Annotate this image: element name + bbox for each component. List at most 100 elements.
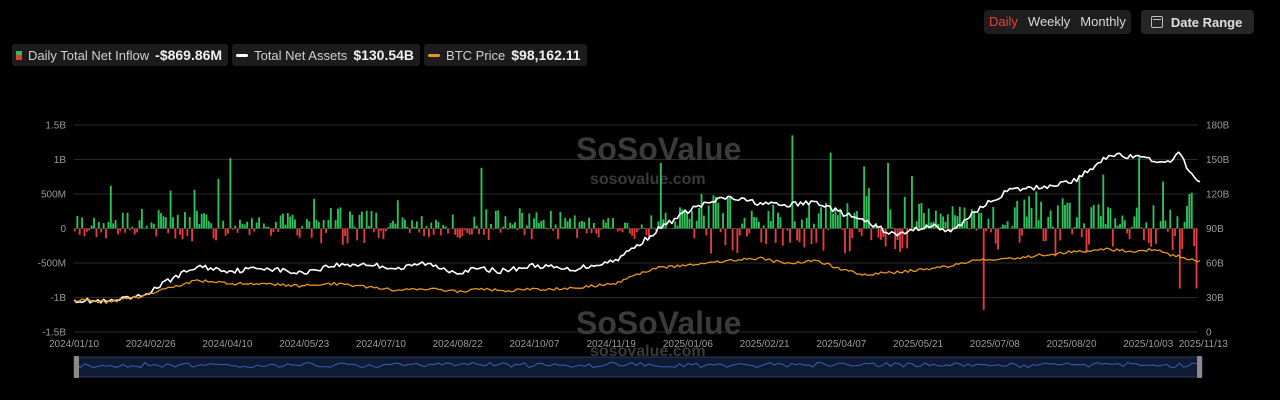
- inflow-bar: [879, 228, 882, 240]
- x-tick-label: 2024/01/10: [49, 339, 99, 350]
- x-tick-label: 2025/07/08: [970, 339, 1020, 350]
- inflow-bar: [339, 207, 342, 229]
- inflow-bar: [870, 228, 873, 241]
- inflow-bar: [573, 215, 576, 229]
- inflow-bar: [851, 228, 854, 239]
- inflow-bar: [1021, 228, 1023, 236]
- inflow-bar: [353, 226, 356, 229]
- inflow-bar: [1181, 228, 1184, 249]
- inflow-bar: [282, 213, 284, 229]
- period-daily-button[interactable]: Daily: [989, 14, 1018, 29]
- inflow-bar: [380, 228, 382, 232]
- inflow-bar: [1099, 216, 1102, 229]
- inflow-bar: [989, 228, 992, 233]
- legend-btc-price[interactable]: BTC Price $98,162.11: [424, 44, 587, 66]
- inflow-bar: [676, 225, 679, 229]
- inflow-bar: [822, 228, 825, 251]
- inflow-bar: [480, 167, 483, 229]
- inflow-bar: [1087, 228, 1090, 245]
- inflow-bar: [710, 228, 713, 254]
- x-tick-label: 2025/05/21: [893, 339, 943, 350]
- inflow-bar: [258, 217, 261, 229]
- inflow-bar: [757, 221, 760, 229]
- legend-daily-inflow[interactable]: Daily Total Net Inflow -$869.86M: [12, 44, 229, 66]
- inflow-bar: [387, 227, 390, 229]
- inflow-bar: [444, 226, 447, 229]
- inflow-bar: [671, 227, 674, 229]
- watermark-url: sosovalue.com: [590, 343, 706, 360]
- inflow-bar: [482, 228, 485, 235]
- inflow-bar: [592, 223, 595, 229]
- inflow-bar: [569, 218, 571, 229]
- inflow-bar: [619, 228, 622, 231]
- inflow-bar: [913, 227, 916, 229]
- inflow-bar: [590, 228, 593, 234]
- inflow-bar: [504, 216, 507, 229]
- inflow-bar: [638, 228, 641, 230]
- inflow-bar: [1025, 216, 1028, 229]
- inflow-bar: [102, 223, 105, 229]
- inflow-bar: [1135, 207, 1138, 229]
- inflow-bar: [1001, 224, 1004, 229]
- inflow-bar: [760, 228, 763, 243]
- inflow-bar: [95, 228, 98, 238]
- inflow-bar: [274, 221, 277, 229]
- inflow-bar: [184, 212, 186, 229]
- inflow-bar: [865, 196, 868, 229]
- inflow-bar: [227, 228, 229, 234]
- inflow-bar: [74, 228, 76, 232]
- inflow-bar: [152, 223, 155, 229]
- inflow-bar: [179, 228, 182, 235]
- inflow-bar: [803, 228, 806, 248]
- inflow-bar: [810, 228, 813, 245]
- inflow-bar: [530, 228, 533, 239]
- inflow-bar: [1073, 226, 1076, 229]
- inflow-bar: [753, 217, 756, 229]
- inflow-bar: [939, 213, 942, 229]
- inflow-bar: [1064, 205, 1066, 229]
- inflow-bar: [977, 213, 980, 229]
- inflow-bar: [595, 228, 598, 234]
- inflow-bar: [365, 210, 368, 229]
- inflow-bar: [915, 221, 918, 229]
- inflow-bar: [83, 228, 86, 237]
- inflow-bar: [1126, 228, 1129, 234]
- inflow-bar: [1018, 228, 1021, 243]
- legend-label: Daily Total Net Inflow: [28, 47, 150, 63]
- inflow-bar: [308, 221, 311, 229]
- inflow-bar: [1145, 222, 1148, 229]
- inflow-bar: [1052, 226, 1054, 229]
- legend-total-net-assets[interactable]: Total Net Assets $130.54B: [232, 44, 421, 66]
- inflow-bar: [827, 228, 830, 231]
- inflow-bar: [889, 209, 892, 229]
- inflow-bar: [217, 178, 220, 229]
- inflow-bar: [702, 215, 705, 229]
- period-monthly-button[interactable]: Monthly: [1080, 14, 1126, 29]
- range-navigator[interactable]: [73, 356, 1203, 378]
- x-tick-label: 2024/10/07: [509, 339, 559, 350]
- inflow-bar: [231, 228, 234, 230]
- inflow-bar: [289, 216, 292, 229]
- inflow-bar: [1162, 181, 1164, 229]
- inflow-bar: [375, 212, 378, 229]
- inflow-bar: [647, 228, 650, 240]
- inflow-bar: [1044, 228, 1047, 242]
- inflow-bar: [423, 228, 426, 236]
- series-lines: [73, 151, 1201, 305]
- inflow-bar: [248, 228, 251, 236]
- inflow-bar: [277, 228, 280, 232]
- date-range-button[interactable]: Date Range: [1140, 10, 1255, 34]
- inflow-bar: [681, 209, 684, 229]
- right-tick-label: 90B: [1206, 224, 1224, 235]
- right-tick-label: 0: [1206, 328, 1212, 339]
- inflow-bar: [286, 213, 289, 229]
- inflow-bar: [554, 224, 557, 229]
- inflow-bar: [903, 196, 906, 229]
- inflow-bar: [578, 221, 581, 229]
- inflow-bar: [181, 228, 184, 240]
- inflow-bar: [215, 228, 217, 241]
- inflow-bar: [1152, 205, 1155, 229]
- period-weekly-button[interactable]: Weekly: [1027, 14, 1071, 29]
- inflow-bar: [310, 228, 313, 238]
- inflow-bar: [738, 228, 741, 236]
